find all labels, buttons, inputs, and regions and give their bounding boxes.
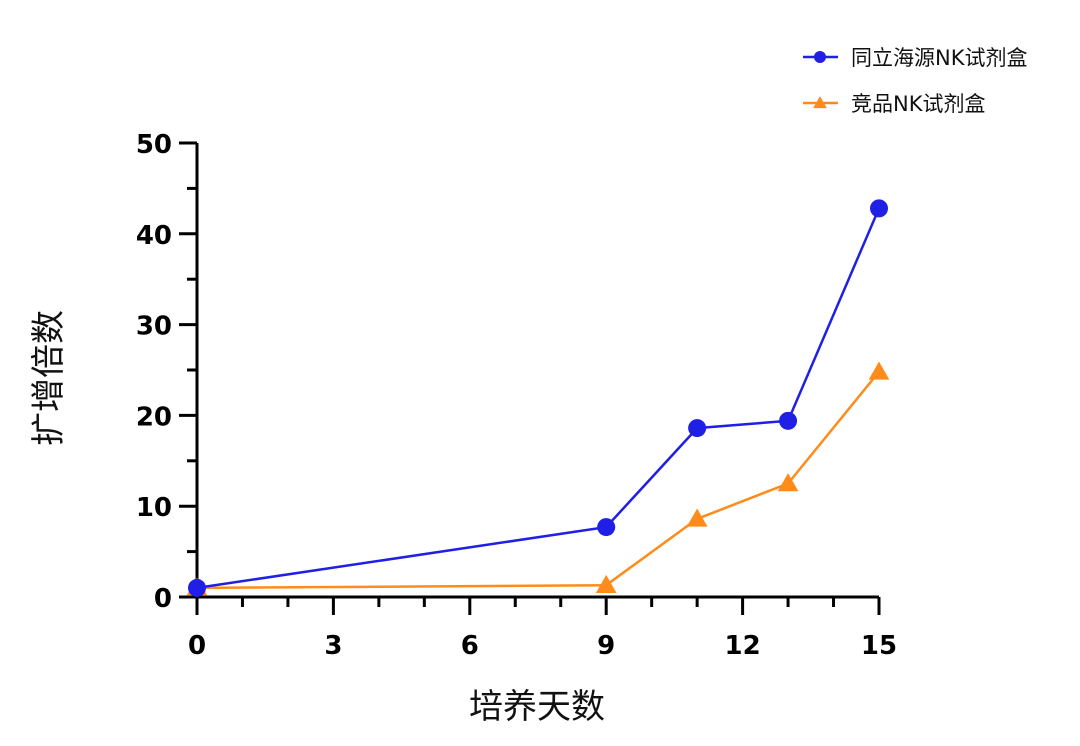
data-point <box>777 473 799 492</box>
data-point <box>188 578 206 597</box>
y-tick-label: 10 <box>136 493 172 523</box>
x-ticks: 0 3 6 9 12 15 <box>188 597 897 661</box>
data-point <box>870 199 888 218</box>
data-point <box>686 508 708 527</box>
y-ticks: 0 10 20 30 40 50 <box>136 130 197 614</box>
series-tongli <box>188 199 888 597</box>
x-tick-label: 15 <box>861 631 897 661</box>
y-tick-label: 50 <box>136 130 172 160</box>
legend-marker <box>813 96 827 109</box>
legend-item: 竞品NK试剂盒 <box>803 92 985 116</box>
axes: 0 3 6 9 12 15 0 10 20 30 40 50 <box>136 130 897 661</box>
y-tick-label: 0 <box>154 584 172 614</box>
y-tick-label: 20 <box>136 402 172 432</box>
x-tick-label: 9 <box>597 631 615 661</box>
x-tick-label: 3 <box>324 631 342 661</box>
series-competitor <box>186 361 890 596</box>
series-line <box>196 371 880 590</box>
data-point <box>779 411 798 430</box>
x-axis-title: 培养天数 <box>469 687 605 727</box>
series-line <box>196 207 881 590</box>
data-point <box>868 361 890 380</box>
series-layer <box>186 199 890 597</box>
y-tick-label: 30 <box>136 312 172 342</box>
legend-label: 竞品NK试剂盒 <box>851 92 985 116</box>
y-tick-label: 40 <box>136 221 172 251</box>
x-tick-label: 6 <box>461 631 479 661</box>
x-tick-label: 12 <box>725 631 761 661</box>
data-point <box>688 419 707 438</box>
legend-label: 同立海源NK试剂盒 <box>851 46 1027 70</box>
legend-marker <box>814 51 826 63</box>
legend-item: 同立海源NK试剂盒 <box>803 46 1027 70</box>
x-tick-label: 0 <box>188 631 206 661</box>
y-axis-title: 扩增倍数 <box>29 310 69 446</box>
data-point <box>595 574 617 593</box>
data-point <box>597 518 616 537</box>
